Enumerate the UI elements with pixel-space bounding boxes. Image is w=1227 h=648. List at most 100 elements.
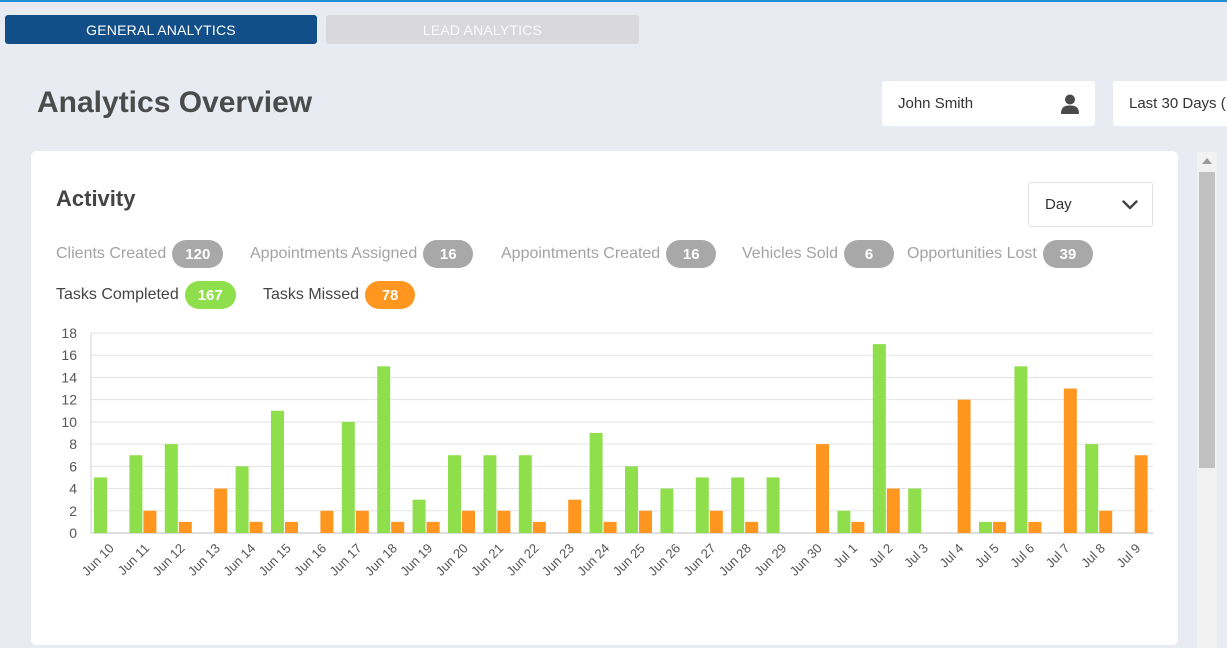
chevron-down-icon [1122, 199, 1138, 209]
x-tick-label: Jul 1 [830, 541, 860, 571]
activity-title: Activity [56, 186, 136, 211]
vertical-scrollbar[interactable] [1197, 152, 1217, 648]
bar-tasks-missed [1134, 455, 1148, 533]
bar-tasks-completed [979, 521, 992, 533]
metric-count-badge: 6 [844, 240, 895, 268]
x-tick-label: Jun 19 [397, 541, 435, 579]
bar-tasks-missed [143, 510, 157, 533]
y-tick-label: 14 [61, 369, 77, 385]
y-tick-label: 0 [69, 525, 77, 541]
bar-tasks-missed [462, 510, 475, 533]
bar-tasks-missed [886, 488, 900, 533]
user-icon [1061, 94, 1079, 114]
metric-count-badge: 167 [184, 281, 236, 309]
scrollbar-thumb[interactable] [1199, 172, 1215, 468]
x-tick-label: Jul 4 [936, 541, 966, 571]
tab-lead-analytics[interactable]: LEAD ANALYTICS [326, 15, 639, 44]
metric-count-badge: 39 [1042, 240, 1093, 268]
bar-tasks-missed [568, 499, 582, 533]
bar-tasks-missed [532, 521, 546, 533]
interval-value: Day [1045, 196, 1072, 213]
x-tick-label: Jun 30 [787, 541, 825, 579]
metric-count-badge: 78 [365, 281, 416, 309]
metric-opportunities-lost[interactable]: Opportunities Lost 39 [907, 240, 1093, 268]
metric-appointments-created[interactable]: Appointments Created 16 [501, 240, 717, 268]
metric-label: Clients Created [56, 245, 167, 262]
y-tick-label: 16 [61, 347, 77, 363]
user-filter-select[interactable]: John Smith [882, 81, 1095, 126]
bar-tasks-missed [993, 521, 1006, 533]
metric-label: Tasks Completed [56, 286, 179, 303]
x-tick-label: Jun 21 [468, 541, 506, 579]
x-tick-label: Jun 13 [185, 541, 223, 579]
bar-tasks-completed [1014, 366, 1028, 533]
x-tick-label: Jul 9 [1113, 541, 1143, 571]
bar-tasks-missed [285, 521, 298, 533]
bar-tasks-completed [908, 488, 922, 533]
bar-tasks-missed [1028, 521, 1042, 533]
x-tick-label: Jun 16 [291, 541, 329, 579]
metric-label: Appointments Assigned [250, 245, 418, 262]
x-tick-label: Jul 3 [901, 541, 931, 571]
bar-tasks-completed [695, 477, 709, 533]
bar-tasks-completed [412, 499, 426, 533]
metric-vehicles-sold[interactable]: Vehicles Sold 6 [742, 240, 895, 268]
bar-tasks-missed [355, 510, 369, 533]
y-tick-label: 12 [61, 392, 77, 408]
bar-tasks-completed [589, 433, 603, 533]
x-tick-label: Jun 15 [256, 541, 294, 579]
user-filter-value: John Smith [898, 95, 974, 112]
bar-tasks-missed [709, 510, 723, 533]
x-tick-label: Jun 12 [149, 541, 187, 579]
bar-tasks-missed [957, 399, 971, 533]
metric-tasks-missed[interactable]: Tasks Missed 78 [263, 281, 416, 309]
metric-label: Appointments Created [501, 245, 661, 262]
x-tick-label: Jun 27 [680, 541, 718, 579]
metric-label: Opportunities Lost [907, 245, 1037, 262]
scroll-up-arrow-icon[interactable] [1197, 152, 1217, 170]
x-tick-label: Jul 6 [1007, 541, 1037, 571]
interval-select[interactable]: Day [1028, 182, 1153, 227]
bar-tasks-completed [1085, 444, 1099, 533]
date-range-select[interactable]: Last 30 Days ( [1113, 81, 1227, 126]
x-tick-label: Jun 23 [539, 541, 577, 579]
bar-tasks-completed [518, 455, 532, 533]
date-range-value: Last 30 Days ( [1129, 95, 1226, 112]
metric-clients-created[interactable]: Clients Created 120 [56, 240, 224, 268]
bar-tasks-completed [94, 477, 107, 533]
top-accent-line [0, 0, 1227, 2]
bar-tasks-completed [766, 477, 780, 533]
bar-tasks-completed [377, 366, 391, 533]
x-tick-label: Jun 29 [751, 541, 789, 579]
bar-tasks-missed [391, 521, 405, 533]
bar-tasks-completed [625, 466, 638, 533]
bar-tasks-completed [837, 510, 851, 533]
activity-card: Activity Day Clients Created 120 Appoint… [31, 151, 1178, 645]
y-tick-label: 6 [69, 458, 77, 474]
bar-tasks-completed [235, 466, 249, 533]
bar-tasks-missed [249, 521, 263, 533]
x-tick-label: Jun 22 [503, 541, 541, 579]
x-tick-label: Jun 25 [610, 541, 648, 579]
x-tick-label: Jun 20 [433, 541, 471, 579]
x-tick-label: Jul 5 [972, 541, 1002, 571]
metric-appointments-assigned[interactable]: Appointments Assigned 16 [250, 240, 474, 268]
metric-label: Vehicles Sold [742, 245, 839, 262]
bar-tasks-missed [1063, 388, 1077, 533]
bar-tasks-missed [426, 521, 440, 533]
metric-tasks-completed[interactable]: Tasks Completed 167 [56, 281, 236, 309]
bar-tasks-completed [660, 488, 674, 533]
bar-tasks-missed [603, 521, 617, 533]
x-tick-label: Jun 10 [79, 541, 117, 579]
x-tick-label: Jun 14 [220, 541, 258, 579]
metric-count-badge: 120 [172, 240, 224, 268]
metric-count-badge: 16 [423, 240, 474, 268]
bar-tasks-completed [872, 344, 886, 533]
page-title: Analytics Overview [37, 86, 313, 119]
tab-general-analytics[interactable]: GENERAL ANALYTICS [5, 15, 317, 44]
bar-tasks-missed [851, 521, 865, 533]
bar-tasks-missed [178, 521, 192, 533]
bar-tasks-completed [483, 455, 497, 533]
bar-tasks-missed [816, 444, 829, 533]
bar-tasks-completed [164, 444, 178, 533]
